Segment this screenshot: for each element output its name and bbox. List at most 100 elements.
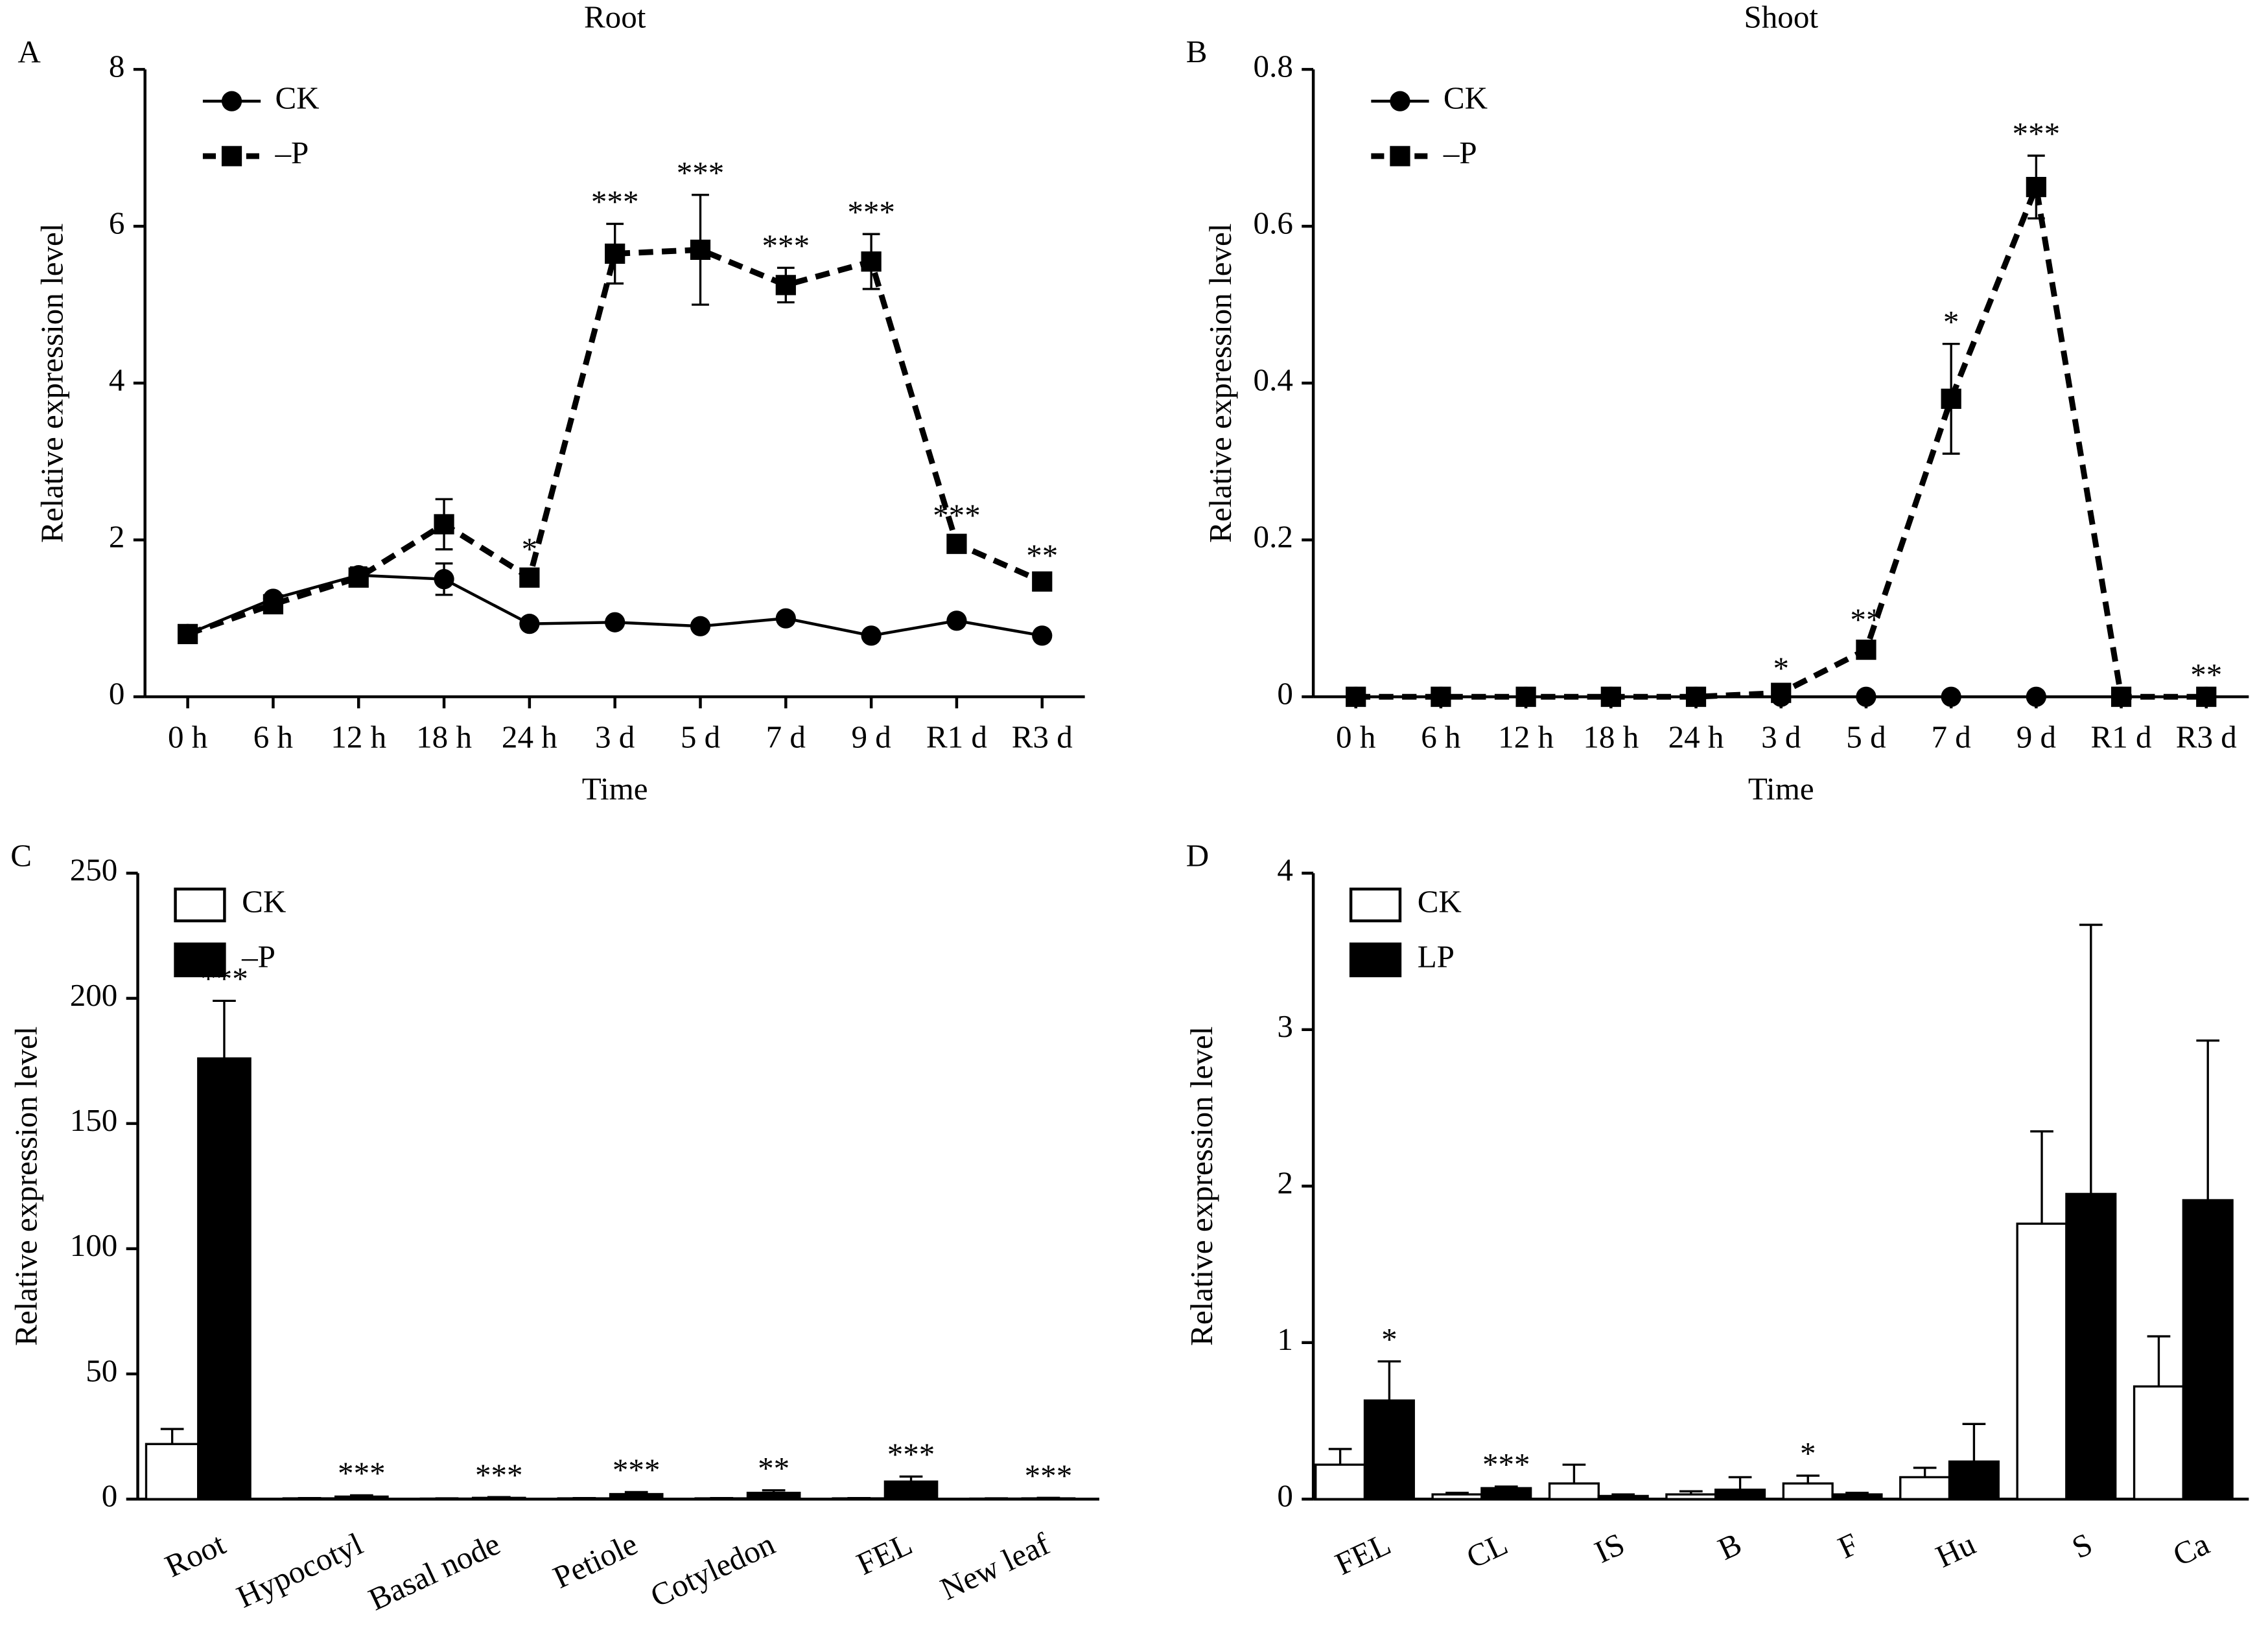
significance-label: *** — [338, 1456, 386, 1491]
error-bar — [899, 1475, 923, 1482]
significance-label: *** — [591, 184, 639, 220]
significance-label: *** — [200, 961, 248, 997]
significance-label: ** — [1026, 537, 1058, 573]
x-tick-label: Hu — [1930, 1526, 1981, 1574]
legend-label: LP — [1418, 938, 1455, 974]
significance-label: ** — [758, 1450, 789, 1486]
y-tick-label: 0 — [1277, 1478, 1293, 1514]
y-tick-label: 4 — [1277, 852, 1293, 888]
bar — [2182, 1199, 2234, 1500]
data-point — [1515, 686, 1536, 707]
y-tick-label: 8 — [109, 48, 125, 84]
data-point — [1600, 686, 1621, 707]
error-bar — [1562, 1463, 1586, 1484]
x-tick-label: Petiole — [548, 1526, 643, 1595]
data-point — [861, 251, 882, 272]
error-bar — [350, 1494, 373, 1497]
x-tick-label: B — [1713, 1526, 1747, 1567]
error-bar — [1728, 1476, 1752, 1490]
y-axis-label: Relative expression level — [1202, 224, 1238, 543]
bar — [883, 1480, 939, 1500]
legend-label: CK — [275, 80, 319, 115]
bar — [1548, 1482, 1600, 1500]
error-bar — [160, 1428, 184, 1445]
bar — [1597, 1494, 1649, 1500]
x-tick-label: FEL — [851, 1526, 917, 1582]
data-point — [1856, 639, 1876, 660]
x-tick-label: 7 d — [766, 719, 806, 754]
x-axis-label: Time — [582, 771, 648, 807]
x-tick-label: 9 d — [851, 719, 891, 754]
x-tick-label: 6 h — [253, 719, 293, 754]
x-axis-label: Time — [1748, 771, 1814, 807]
y-tick-label: 2 — [109, 518, 125, 554]
y-tick-label: 250 — [70, 852, 118, 888]
bar — [1899, 1476, 1951, 1500]
x-tick-label: Ca — [2168, 1526, 2215, 1573]
legend-marker — [221, 91, 242, 111]
data-point — [690, 616, 711, 636]
significance-label: *** — [475, 1457, 523, 1492]
x-tick-label: 18 h — [1583, 719, 1639, 754]
bar — [1714, 1489, 1766, 1500]
data-point — [775, 608, 796, 629]
y-tick-label: 0.4 — [1254, 362, 1293, 397]
series-line — [1355, 176, 2206, 700]
bar — [1431, 1493, 1483, 1500]
y-tick-label: 0 — [109, 675, 125, 711]
x-tick-label: R1 d — [926, 719, 987, 754]
significance-label: * — [1943, 304, 1959, 340]
error-bar — [1962, 1422, 1986, 1462]
x-tick-label: Cotyledon — [645, 1526, 780, 1614]
x-tick-label: 3 d — [1761, 719, 1801, 754]
x-tick-label: 24 h — [1668, 719, 1724, 754]
bar — [2065, 1192, 2117, 1500]
panel-label: A — [18, 34, 41, 69]
error-bar — [487, 1496, 511, 1498]
y-tick-label: 4 — [109, 362, 125, 397]
bar — [1363, 1399, 1415, 1500]
error-bar — [2079, 923, 2103, 1194]
significance-label: *** — [847, 194, 895, 229]
data-point — [434, 569, 454, 590]
bar — [2133, 1385, 2185, 1500]
x-tick-label: IS — [1589, 1526, 1630, 1570]
significance-label: ** — [2190, 656, 2222, 692]
bar — [334, 1495, 389, 1500]
y-tick-label: 0 — [102, 1478, 118, 1514]
error-bar — [2030, 1130, 2053, 1224]
x-tick-label: CL — [1461, 1526, 1513, 1575]
error-bar — [1377, 1360, 1401, 1401]
y-tick-label: 6 — [109, 205, 125, 240]
legend-marker — [221, 146, 242, 167]
x-tick-label: Root — [159, 1526, 231, 1584]
significance-label: *** — [933, 498, 981, 533]
x-tick-label: 12 h — [1498, 719, 1554, 754]
y-tick-label: 0 — [1277, 675, 1293, 711]
data-point — [2110, 686, 2132, 707]
significance-label: * — [1773, 651, 1789, 686]
data-point — [348, 567, 369, 588]
data-point — [519, 614, 540, 634]
panel-label: D — [1186, 837, 1209, 873]
series-line — [187, 246, 1044, 637]
x-tick-label: FEL — [1329, 1526, 1396, 1582]
data-point — [690, 239, 711, 261]
legend-label: CK — [1444, 80, 1488, 115]
x-tick-label: Basal node — [363, 1526, 506, 1617]
error-bar — [1328, 1448, 1352, 1465]
data-point — [946, 610, 967, 631]
data-point — [519, 567, 540, 588]
error-bar — [1913, 1467, 1937, 1478]
x-tick-label: 0 h — [168, 719, 207, 754]
significance-label: *** — [762, 227, 810, 263]
legend-swatch — [174, 942, 226, 977]
chart-title: Root — [584, 0, 646, 34]
y-axis-label: Relative expression level — [8, 1027, 44, 1346]
significance-label: * — [1800, 1435, 1816, 1471]
error-bar — [1494, 1485, 1518, 1489]
x-tick-label: S — [2066, 1526, 2098, 1565]
x-tick-label: R3 d — [1012, 719, 1073, 754]
data-point — [2196, 686, 2217, 707]
